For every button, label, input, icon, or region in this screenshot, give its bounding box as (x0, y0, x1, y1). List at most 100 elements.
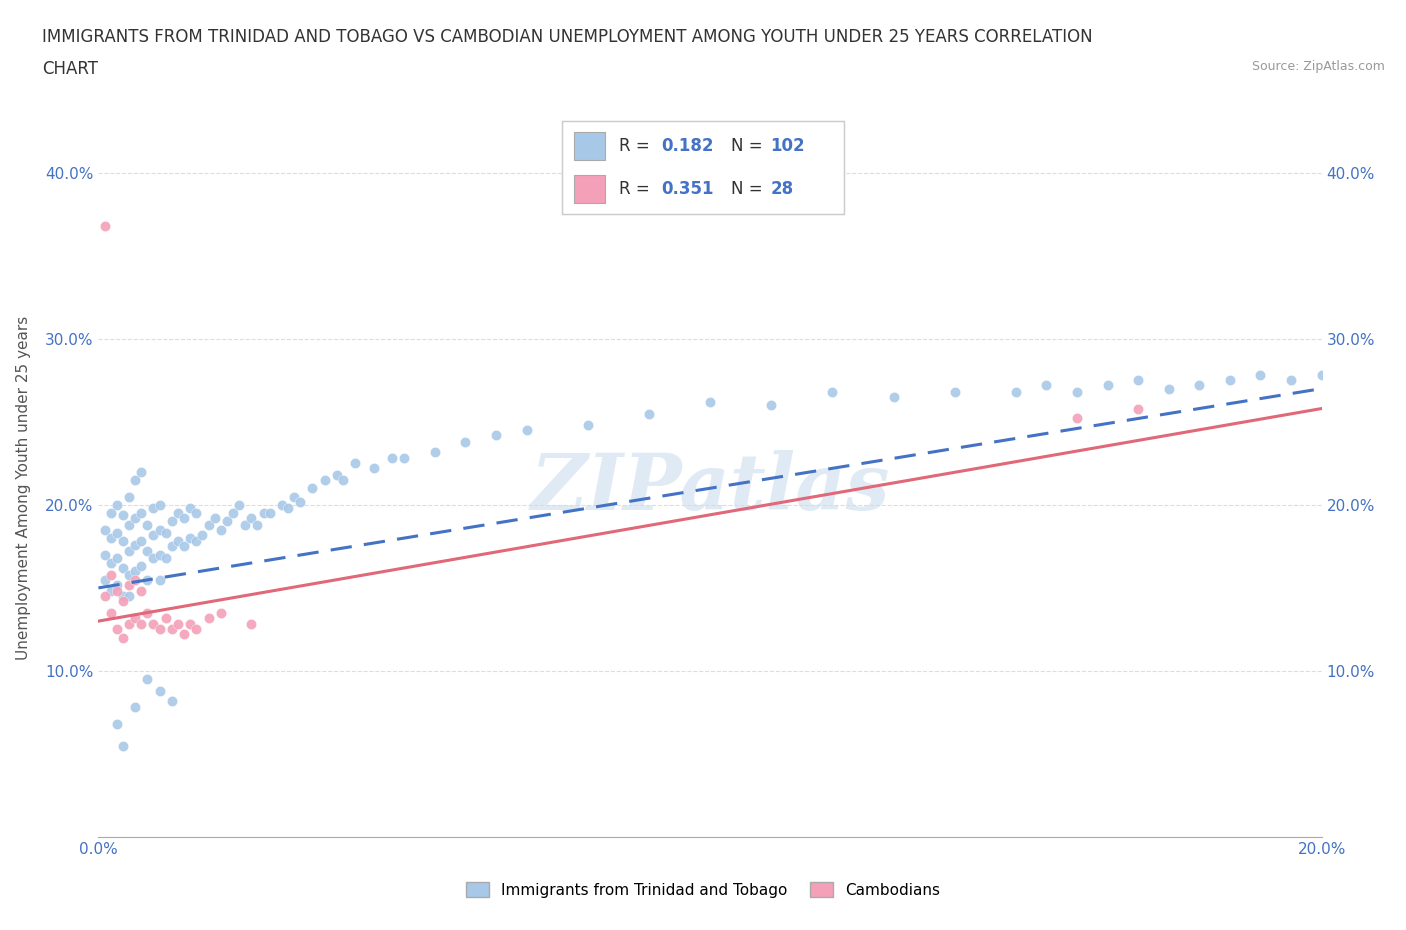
Point (516, 422, 538, 438)
Point (167, 617, 190, 631)
Point (314, 472, 336, 487)
Point (111, 738, 134, 753)
Point (215, 514, 238, 529)
Point (240, 617, 263, 631)
Point (485, 428, 508, 443)
Point (136, 572, 159, 587)
Point (149, 684, 172, 698)
Text: R =: R = (619, 137, 655, 155)
Point (821, 384, 844, 399)
Point (155, 610, 177, 625)
Point (118, 567, 141, 582)
Point (93, 572, 115, 587)
Text: 102: 102 (770, 137, 806, 155)
Point (179, 531, 201, 546)
Point (149, 547, 172, 562)
Text: 0.351: 0.351 (661, 179, 713, 198)
Point (124, 472, 146, 487)
Point (290, 494, 312, 509)
Point (160, 539, 183, 554)
Point (149, 622, 172, 637)
Point (142, 527, 165, 542)
Text: Source: ZipAtlas.com: Source: ZipAtlas.com (1251, 60, 1385, 73)
Point (124, 511, 146, 525)
Point (142, 617, 165, 631)
Point (129, 617, 152, 631)
FancyBboxPatch shape (574, 132, 605, 160)
Point (344, 456, 367, 471)
Point (93, 219, 115, 233)
Point (209, 605, 232, 620)
Point (100, 584, 122, 599)
Point (186, 506, 208, 521)
Y-axis label: Unemployment Among Youth under 25 years: Unemployment Among Youth under 25 years (17, 316, 31, 660)
Point (111, 561, 134, 576)
Point (160, 694, 183, 709)
Point (191, 527, 214, 542)
Point (301, 481, 323, 496)
Point (173, 627, 195, 642)
Point (124, 564, 146, 578)
Point (167, 534, 190, 549)
Text: IMMIGRANTS FROM TRINIDAD AND TOBAGO VS CAMBODIAN UNEMPLOYMENT AMONG YOUTH UNDER : IMMIGRANTS FROM TRINIDAD AND TOBAGO VS C… (42, 28, 1092, 46)
Point (381, 451, 404, 466)
Point (179, 500, 201, 515)
Point (1128, 401, 1150, 416)
Point (100, 567, 122, 582)
Point (142, 500, 165, 515)
Text: 0.182: 0.182 (661, 137, 713, 155)
Point (1066, 384, 1088, 399)
Point (111, 631, 134, 645)
Point (111, 593, 134, 608)
Point (1097, 378, 1119, 392)
Text: ZIPatlas: ZIPatlas (530, 450, 890, 526)
Point (197, 610, 219, 625)
Point (105, 717, 128, 732)
Point (100, 531, 122, 546)
Text: CHART: CHART (42, 60, 98, 78)
Point (136, 671, 159, 686)
Point (155, 525, 177, 540)
Point (637, 406, 661, 421)
Point (270, 498, 292, 512)
Point (93, 523, 115, 538)
Point (129, 534, 152, 549)
Point (259, 506, 281, 521)
Point (179, 617, 201, 631)
Point (155, 551, 177, 565)
Point (1219, 373, 1241, 388)
Point (167, 506, 190, 521)
Point (111, 508, 134, 523)
Point (118, 517, 141, 532)
Point (759, 398, 782, 413)
Point (105, 584, 128, 599)
Text: 28: 28 (770, 179, 793, 198)
Point (228, 498, 250, 512)
Point (105, 578, 128, 592)
Point (100, 555, 122, 570)
Point (118, 578, 141, 592)
Point (173, 511, 195, 525)
Text: N =: N = (731, 179, 768, 198)
Point (142, 551, 165, 565)
Point (186, 622, 208, 637)
Point (149, 498, 172, 512)
Point (129, 559, 152, 574)
Point (1249, 368, 1271, 383)
Point (136, 605, 159, 620)
Point (105, 525, 128, 540)
Point (105, 551, 128, 565)
Point (118, 489, 141, 504)
Point (246, 517, 269, 532)
Point (124, 538, 146, 552)
FancyBboxPatch shape (574, 175, 605, 203)
Point (111, 589, 134, 604)
Point (105, 622, 128, 637)
Point (105, 498, 128, 512)
Point (129, 506, 152, 521)
Point (1188, 378, 1211, 392)
Point (1066, 411, 1088, 426)
Point (1035, 378, 1057, 392)
Point (118, 544, 141, 559)
Point (204, 511, 226, 525)
